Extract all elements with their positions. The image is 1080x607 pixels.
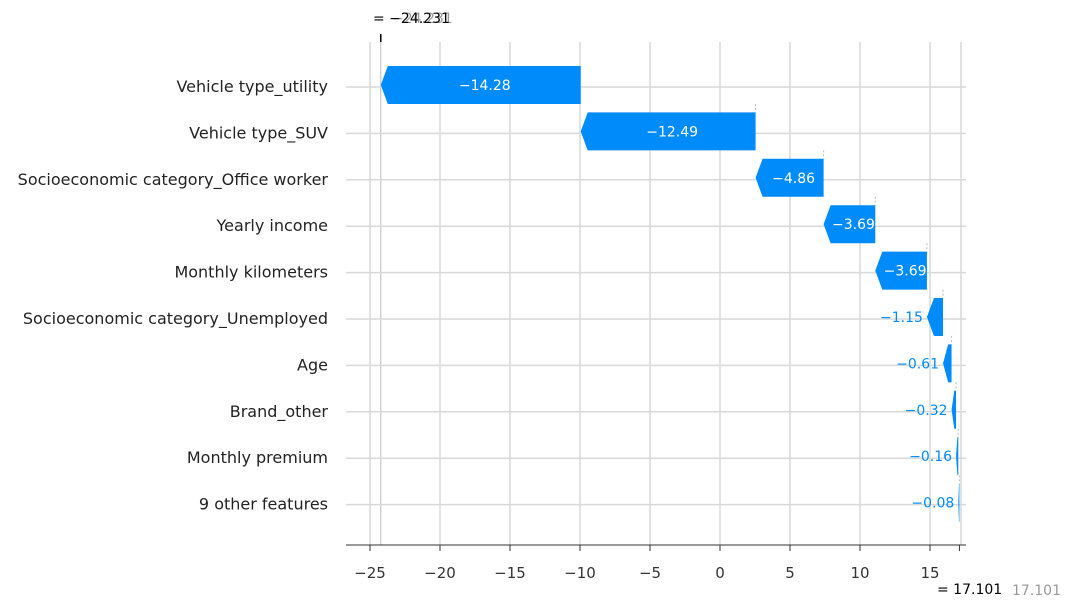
bar-3 [823,205,876,244]
bar-value-label-5: −1.15 [880,310,923,326]
final-value-ghost-label: −24.231 [392,11,453,27]
bar-value-label-7: −0.32 [905,403,948,419]
bar-1 [580,112,756,151]
x-tick-label-3: −10 [564,564,596,582]
bar-value-label-1: −12.49 [646,124,698,140]
x-tick-label-6: 5 [785,564,795,582]
feature-label-1: Vehicle type_SUV [189,123,328,143]
x-ticks: −25 −20 −15 −10 −5 0 5 10 15 [354,545,960,582]
x-tick-label-1: −20 [424,564,456,582]
feature-label-5: Socioeconomic category_Unemployed [23,309,328,329]
feature-label-8: Monthly premium [187,448,328,467]
bar-value-label-8: −0.16 [909,449,952,465]
feature-label-0: Vehicle type_utility [176,77,328,97]
bar-9 [958,483,960,522]
feature-labels: Vehicle type_utility Vehicle type_SUV Soci… [18,77,329,514]
bar-6 [943,344,952,383]
bar-2 [755,158,824,197]
bar-5 [926,298,944,336]
base-value-ghost-label: 17.101 [1012,583,1061,599]
feature-label-6: Age [297,355,328,374]
bars [380,66,960,522]
final-value-label: = −24.231 [373,11,450,27]
feature-label-4: Monthly kilometers [174,263,328,282]
x-tick-label-8: 15 [920,564,939,582]
bar-value-labels: −14.28 −12.49 −4.86 −3.69 −3.69 −1.15 −0.61 −0.… [459,78,954,512]
x-tick-label-7: 10 [850,564,869,582]
bar-8 [956,437,959,476]
x-tick-label-4: −5 [639,564,661,582]
connector-lines [755,104,960,484]
feature-label-3: Yearly income [216,216,328,235]
x-tick-label-2: −15 [494,564,526,582]
bar-value-label-0: −14.28 [459,78,511,94]
feature-label-2: Socioeconomic category_Office worker [18,170,329,190]
base-value-label: = 17.101 [937,582,1002,598]
bar-value-label-2: −4.86 [772,171,815,187]
bar-7 [951,390,957,429]
bar-value-label-6: −0.61 [896,356,939,372]
x-tick-label-5: 0 [715,564,725,582]
feature-label-9: 9 other features [199,495,328,514]
x-tick-label-0: −25 [354,564,386,582]
bar-value-label-9: −0.08 [911,496,954,512]
bar-0 [380,66,581,104]
bar-value-label-3: −3.69 [832,217,875,233]
bar-value-label-4: −3.69 [884,264,927,280]
feature-label-7: Brand_other [230,402,329,422]
bar-4 [875,251,927,290]
